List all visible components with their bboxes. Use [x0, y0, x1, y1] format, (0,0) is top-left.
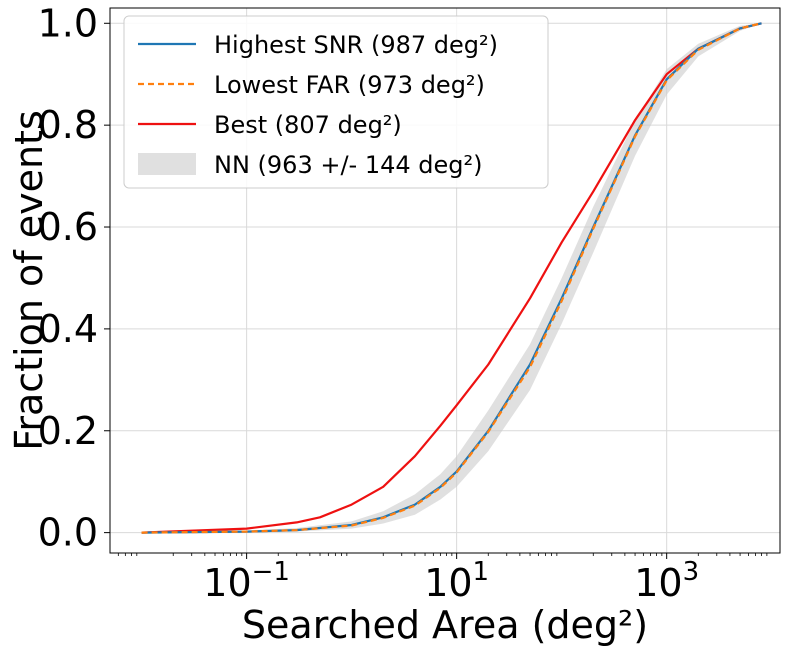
legend-label: Best (807 deg²): [214, 111, 402, 139]
y-tick-label: 0.4: [38, 307, 98, 351]
x-axis-title: Searched Area (deg²): [242, 603, 648, 647]
x-tick-exponent: 1: [473, 557, 490, 587]
x-tick-base: 10: [634, 561, 682, 605]
x-tick-base: 10: [203, 561, 251, 605]
y-tick-label: 0.6: [38, 205, 98, 249]
legend-label: Highest SNR (987 deg²): [214, 31, 498, 59]
x-tick-base: 10: [424, 561, 472, 605]
y-tick-label: 1.0: [38, 1, 98, 45]
tick-layer: 0.00.20.40.60.81.010−1 101 103: [38, 1, 768, 605]
y-axis-title: Fraction of events: [7, 110, 51, 451]
legend-swatch: [138, 153, 196, 175]
legend-box: [123, 15, 549, 189]
x-tick-label: 101: [424, 557, 489, 605]
x-tick-exponent: −1: [252, 557, 290, 587]
y-tick-label: 0.8: [38, 103, 98, 147]
x-tick-label: 103: [634, 557, 699, 605]
y-tick-label: 0.2: [38, 409, 98, 453]
legend-label: NN (963 +/- 144 deg²): [214, 151, 482, 179]
series-line-2: [141, 22, 762, 534]
legend-label: Lowest FAR (973 deg²): [214, 71, 485, 99]
y-tick-label: 0.0: [38, 511, 98, 555]
series-line-1: [141, 22, 762, 534]
x-tick-label: 10−1: [203, 557, 290, 605]
x-tick-exponent: 3: [683, 557, 700, 587]
plot-frame: [109, 7, 781, 554]
series-layer: [141, 22, 762, 534]
legend: Highest SNR (987 deg²) Lowest FAR (973 de…: [123, 15, 549, 189]
